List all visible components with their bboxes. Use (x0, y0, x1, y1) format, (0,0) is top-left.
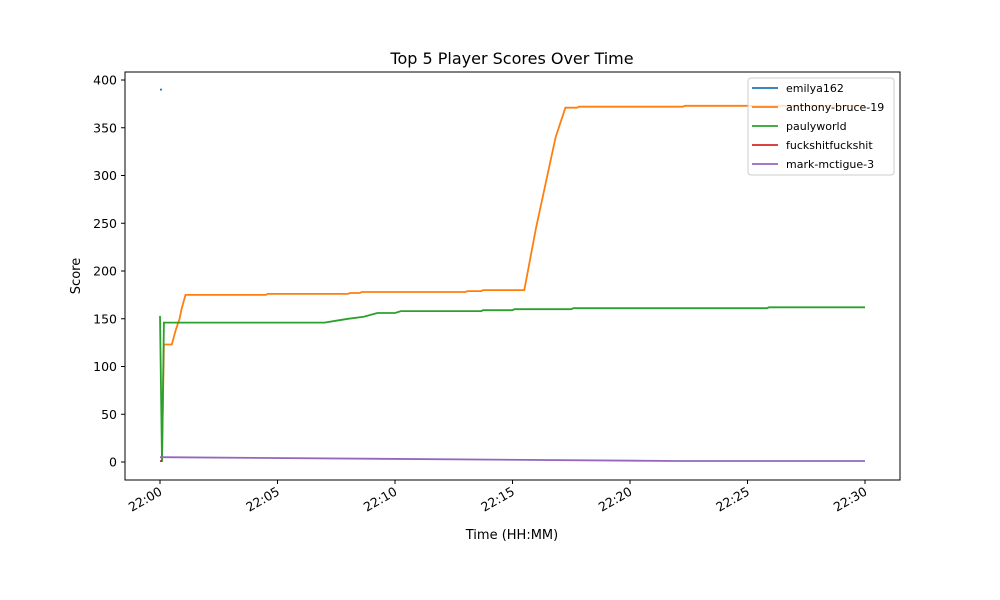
y-tick-label: 50 (101, 407, 117, 422)
series-line-mark-mctigue-3 (159, 456, 865, 462)
legend: emilya162 anthony-bruce-19 paulyworld fucks… (747, 77, 895, 176)
y-tick-label: 250 (93, 216, 117, 231)
legend-label: paulyworld (786, 120, 847, 133)
y-axis-label: Score (69, 258, 84, 294)
x-axis-label: Time (HH:MM) (465, 528, 558, 543)
y-axis: 0 50 100 150 200 250 300 350 400 (93, 73, 125, 470)
y-tick-label: 200 (93, 264, 117, 279)
y-tick-label: 0 (109, 455, 117, 470)
y-tick-label: 300 (93, 168, 117, 183)
series-line-paulyworld (159, 306, 865, 463)
y-tick-label: 400 (93, 73, 117, 88)
chart-title: Top 5 Player Scores Over Time (389, 49, 633, 68)
plot-lines (159, 88, 865, 463)
series-line-anthony-bruce-19 (161, 104, 865, 461)
legend-label: fuckshitfuckshit (786, 139, 873, 152)
y-tick-label: 350 (93, 120, 117, 135)
legend-box (747, 77, 895, 176)
y-tick-label: 100 (93, 359, 117, 374)
legend-label: mark-mctigue-3 (786, 158, 874, 171)
legend-label: anthony-bruce-19 (786, 101, 884, 114)
y-tick-label: 150 (93, 311, 117, 326)
legend-label: emilya162 (786, 82, 844, 95)
